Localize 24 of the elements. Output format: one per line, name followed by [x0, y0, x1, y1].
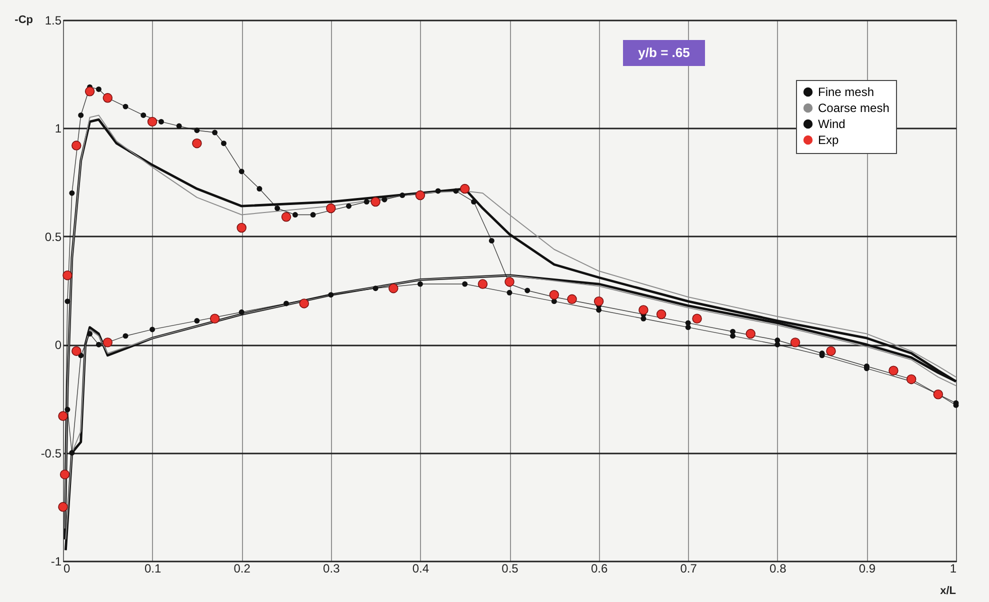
- x-tick-label: 0.3: [323, 562, 340, 576]
- x-tick-label: 0.1: [144, 562, 162, 576]
- x-axis-title: x/L: [940, 585, 956, 597]
- y-axis-title: -Cp: [14, 14, 34, 26]
- legend-label: Coarse mesh: [818, 101, 890, 115]
- x-tick-label: 0.6: [590, 562, 608, 576]
- x-tick-label: 0.2: [234, 562, 251, 576]
- y-tick-label: -1: [50, 554, 62, 568]
- legend-label: Wind: [818, 117, 846, 131]
- annotation: y/b = .65: [638, 45, 690, 60]
- x-tick-label: 1: [950, 562, 957, 576]
- x-tick-label: 0.5: [502, 562, 519, 576]
- y-tick-label: 0.5: [44, 230, 62, 244]
- x-tick-label: 0.8: [770, 562, 787, 576]
- legend-label: Exp: [818, 133, 840, 147]
- x-tick-label: 0.9: [858, 562, 876, 576]
- x-tick-label: 0.4: [412, 562, 430, 576]
- legend-label: Fine mesh: [818, 85, 874, 99]
- y-tick-label: 1.5: [44, 14, 62, 28]
- y-tick-label: 1: [54, 122, 62, 136]
- x-tick-label: 0: [64, 562, 70, 576]
- y-tick-label: 0: [54, 338, 62, 352]
- y-tick-label: -0.5: [40, 446, 62, 460]
- x-tick-label: 0.7: [680, 562, 698, 576]
